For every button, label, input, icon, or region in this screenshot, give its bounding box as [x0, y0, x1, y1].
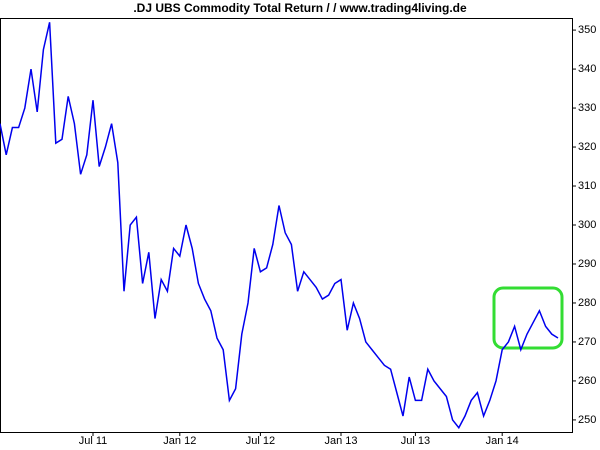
line-series — [0, 22, 559, 430]
x-tick-label: Jan 14 — [486, 435, 519, 447]
x-tick-label: Jan 12 — [163, 435, 196, 447]
y-tick-label: 350 — [578, 24, 596, 36]
highlight-box — [492, 286, 564, 350]
y-tick-label: 280 — [578, 297, 596, 309]
x-tick-label: Jul 12 — [246, 435, 275, 447]
chart-title: .DJ UBS Commodity Total Return / / www.t… — [133, 1, 467, 15]
y-tick-label: 300 — [578, 219, 596, 231]
x-tick-label: Jul 11 — [79, 435, 108, 447]
plot-frame — [0, 18, 573, 433]
y-tick-label: 320 — [578, 141, 596, 153]
y-tick-label: 260 — [578, 375, 596, 387]
y-tick-label: 270 — [578, 336, 596, 348]
y-tick-label: 340 — [578, 63, 596, 75]
x-tick-label: Jan 13 — [324, 435, 357, 447]
y-tick-label: 330 — [578, 102, 596, 114]
y-tick-label: 310 — [578, 180, 596, 192]
y-tick-label: 250 — [578, 414, 596, 426]
y-tick-label: 290 — [578, 258, 596, 270]
x-tick-label: Jul 13 — [401, 435, 430, 447]
